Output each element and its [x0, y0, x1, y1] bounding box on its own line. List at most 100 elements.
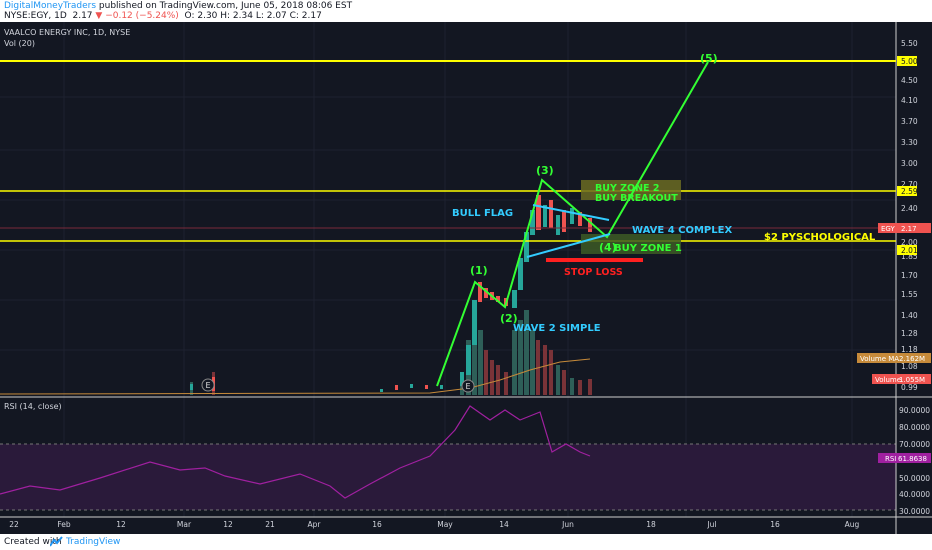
price-tick: 1.18	[901, 345, 918, 354]
chart-canvas[interactable]: E E VAALCO ENERGY INC, 1D, NYSE Vol (20)…	[0, 22, 932, 534]
buy-zone-1-box[interactable]	[581, 234, 681, 254]
flag-lower-line[interactable]	[526, 233, 611, 258]
ohlc-values: O: 2.30 H: 2.34 L: 2.07 C: 2.17	[184, 11, 322, 21]
bull-flag-label: BULL FLAG	[452, 208, 513, 219]
date-tick: 16	[770, 520, 780, 529]
wave-2-simple-label: WAVE 2 SIMPLE	[513, 323, 601, 334]
badge-500-text: 5.00	[901, 57, 918, 66]
down-arrow-icon: ▼	[95, 11, 103, 21]
price-tick: 5.50	[901, 39, 918, 48]
price-tick: 3.70	[901, 117, 918, 126]
price-axis[interactable]: 5.50 4.50 4.10 3.70 3.30 3.00 2.70 2.40 …	[901, 39, 918, 392]
rsi-tick: 30.0000	[899, 507, 930, 516]
date-tick: Jun	[561, 520, 574, 529]
chart-header: DigitalMoneyTraders published on Trading…	[0, 0, 932, 22]
stop-loss-label: STOP LOSS	[564, 267, 623, 278]
elliott-wave-line[interactable]	[436, 61, 709, 387]
wave-3-label: (3)	[536, 164, 554, 177]
price-candles	[190, 195, 592, 392]
badge-volume-label: Volume	[875, 376, 901, 384]
date-axis[interactable]: 22 Feb 12 Mar 12 21 Apr 16 May 14 Jun 18…	[9, 520, 859, 529]
price-tick: 1.70	[901, 271, 918, 280]
date-tick: 14	[499, 520, 509, 529]
badge-egy-symbol: EGY	[881, 225, 895, 233]
date-tick: 22	[9, 520, 19, 529]
badge-vol-ma	[857, 353, 931, 363]
tradingview-logo-icon[interactable]	[50, 536, 64, 548]
price-tick: 2.70	[901, 180, 918, 189]
wave-1-label: (1)	[470, 264, 488, 277]
earnings-marker-label: E	[205, 381, 210, 390]
wave-5-label: (5)	[700, 52, 718, 65]
buy-breakout-label: BUY BREAKOUT	[595, 193, 678, 204]
rsi-tick: 50.0000	[899, 474, 930, 483]
badge-vol-ma-label: Volume MA	[860, 355, 899, 363]
psych-level-label: $2 PYSCHOLOGICAL	[764, 232, 876, 243]
badge-500	[897, 56, 917, 66]
symbol-label: NYSE:EGY, 1D	[4, 11, 67, 21]
last-price: 2.17	[72, 11, 93, 21]
annotations: (1) (2) (3) (4) (5) BULL FLAG BUY ZONE 2…	[452, 52, 876, 334]
volume-ma-line	[0, 358, 591, 395]
badge-259	[897, 186, 917, 196]
chart-title: VAALCO ENERGY INC, 1D, NYSE	[4, 28, 130, 37]
price-tick: 1.85	[901, 252, 918, 261]
rsi-band	[0, 444, 896, 510]
earnings-marker[interactable]	[201, 378, 215, 392]
price-tick: 3.30	[901, 138, 918, 147]
wave-4-complex-label: WAVE 4 COMPLEX	[632, 225, 732, 236]
badge-rsi-label: RSI	[885, 455, 896, 463]
price-tick: 4.10	[901, 96, 918, 105]
buy-zone-1-label: BUY ZONE 1	[614, 243, 682, 254]
price-change: −0.12 (−5.24%)	[105, 11, 179, 21]
rsi-tick: 90.0000	[899, 406, 930, 415]
rsi-line	[0, 405, 591, 499]
badge-vol-ma-value: 2.162M	[899, 355, 925, 363]
price-tick: 0.99	[901, 383, 918, 392]
footer: Created with TradingView	[0, 534, 932, 550]
badge-201	[897, 245, 917, 255]
badge-egy-price: 2.17	[901, 225, 917, 233]
date-tick: 21	[265, 520, 275, 529]
badge-201-text: 2.01	[901, 246, 918, 255]
price-tick: 1.55	[901, 290, 918, 299]
tradingview-brand[interactable]: TradingView	[66, 537, 121, 547]
date-tick: 18	[646, 520, 656, 529]
badge-rsi	[878, 453, 931, 463]
price-tick: 1.28	[901, 329, 918, 338]
date-tick: Feb	[57, 520, 71, 529]
buy-zone-2-label: BUY ZONE 2	[595, 183, 659, 194]
date-tick: Apr	[308, 520, 322, 529]
date-tick: Aug	[845, 520, 860, 529]
author-link[interactable]: DigitalMoneyTraders	[4, 1, 97, 11]
badge-egy	[878, 223, 931, 233]
earnings-marker-2[interactable]	[461, 379, 475, 393]
date-tick: Mar	[177, 520, 192, 529]
date-tick: 16	[372, 520, 382, 529]
flag-upper-line[interactable]	[532, 204, 610, 221]
date-tick: 12	[116, 520, 126, 529]
price-tick: 2.00	[901, 238, 918, 247]
rsi-tick: 80.0000	[899, 423, 930, 432]
date-tick: Jul	[706, 520, 716, 529]
badge-volume	[872, 374, 931, 384]
rsi-tick: 40.0000	[899, 490, 930, 499]
earnings-marker-label-2: E	[465, 382, 470, 391]
badge-volume-value: 1.055M	[899, 376, 925, 384]
price-tick: 1.40	[901, 311, 918, 320]
badge-259-text: 2.59	[901, 187, 918, 196]
grid	[0, 22, 896, 517]
rsi-indicator-label: RSI (14, close)	[4, 402, 62, 411]
date-tick: May	[437, 520, 453, 529]
price-tick: 1.08	[901, 362, 918, 371]
wave-2-label: (2)	[500, 312, 518, 325]
price-tick: 3.00	[901, 159, 918, 168]
volume-indicator-label: Vol (20)	[4, 39, 35, 48]
price-tick: 2.40	[901, 204, 918, 213]
badge-rsi-value: 61.8638	[898, 455, 927, 463]
rsi-axis[interactable]: 90.0000 80.0000 70.0000 50.0000 40.0000 …	[899, 406, 930, 516]
buy-zone-2-box[interactable]	[581, 180, 681, 200]
wave-4-label: (4)	[599, 241, 617, 254]
publish-info: published on TradingView.com, June 05, 2…	[96, 1, 353, 11]
rsi-tick: 70.0000	[899, 440, 930, 449]
